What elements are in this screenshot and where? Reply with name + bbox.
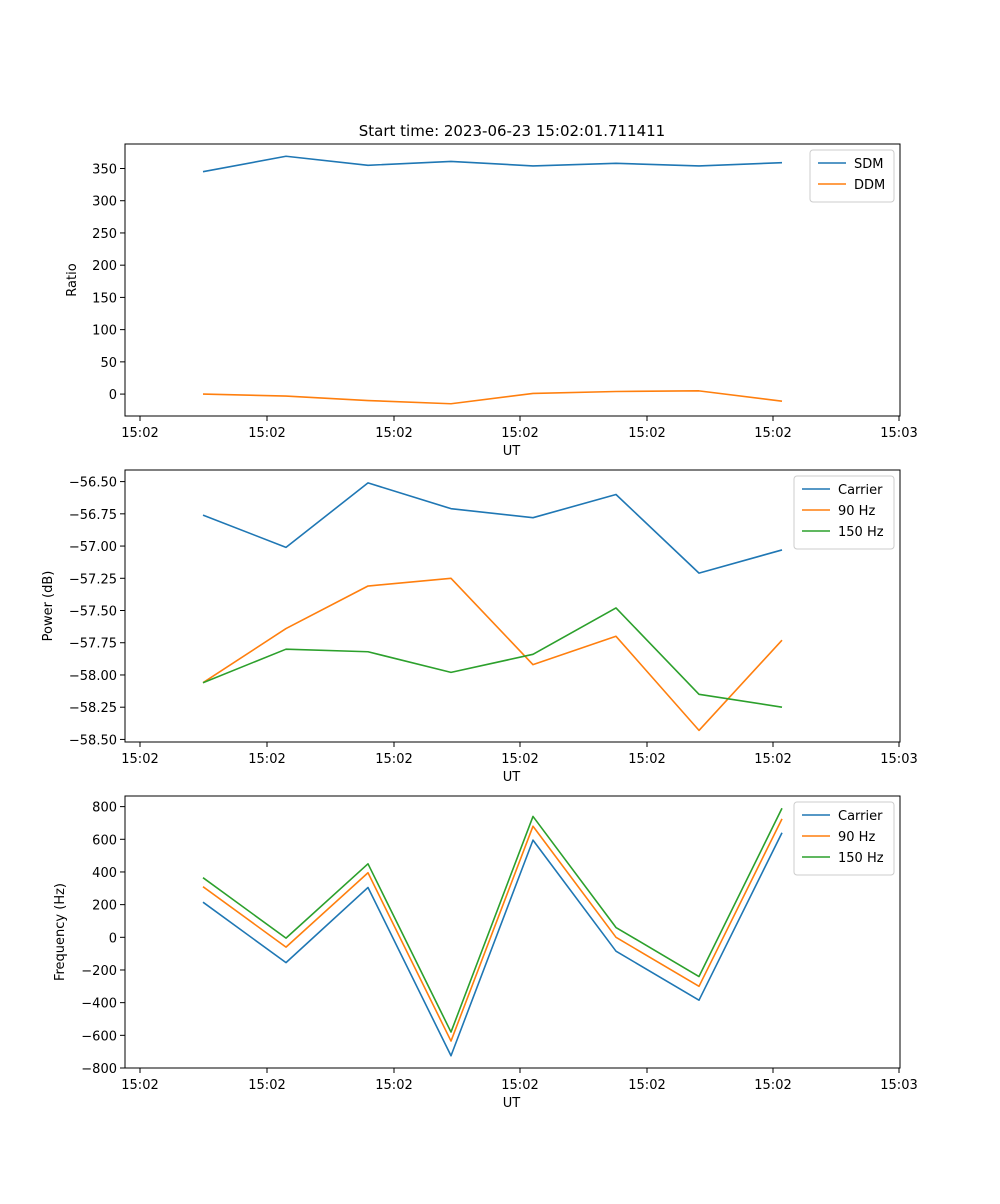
x-tick-label: 15:02 [754,1078,791,1093]
y-axis-label: Power (dB) [41,571,56,642]
chart-title: Start time: 2023-06-23 15:02:01.711411 [359,122,665,140]
x-tick-label: 15:02 [754,752,791,767]
y-tick-label: −57.50 [69,605,117,620]
y-tick-label: 0 [109,388,117,403]
legend-entry: 90 Hz [838,504,875,519]
y-tick-label: 200 [92,899,117,914]
series-line-ddm [202,390,783,405]
x-tick-label: 15:02 [121,752,158,767]
y-tick-label: 400 [92,866,117,881]
legend: SDM DDM [809,149,895,203]
chart-panels: 15:02 15:02 15:02 15:02 15:02 15:02 15:03 0 50 10… [41,143,918,1111]
y-tick-label: −400 [81,997,117,1012]
x-tick-label: 15:02 [375,752,412,767]
legend-entry: SDM [854,157,883,172]
plot-frame [124,143,901,417]
y-axis-label: Ratio [65,263,80,296]
series-line-carrier [202,832,783,1057]
legend-entry: 150 Hz [838,525,884,540]
x-tick-label: 15:02 [375,426,412,441]
y-tick-label: 200 [92,259,117,274]
legend: Carrier 90 Hz 150 Hz [793,801,895,876]
series-line-carrier [202,482,783,574]
y-tick-label: −600 [81,1029,117,1044]
legend-entry: 150 Hz [838,851,884,866]
series-line-sdm [202,155,783,173]
chart-panel-3: 15:02 15:02 15:02 15:02 15:02 15:02 15:03 −800 −… [53,795,918,1111]
y-tick-label: −58.50 [69,733,117,748]
x-tick-label: 15:02 [628,752,665,767]
y-axis-label: Frequency (Hz) [53,883,68,981]
x-tick-label: 15:02 [121,1078,158,1093]
x-tick-label: 15:02 [501,426,538,441]
y-tick-label: 800 [92,801,117,816]
legend: Carrier 90 Hz 150 Hz [793,475,895,550]
x-tick-label: 15:02 [754,426,791,441]
plot-frame [124,469,901,743]
y-tick-label: −56.75 [69,508,117,523]
legend-entry: Carrier [838,483,883,498]
legend-entry: 90 Hz [838,830,875,845]
y-tick-label: 50 [100,356,117,371]
series-line-90-hz [202,818,783,1042]
y-tick-label: −58.25 [69,701,117,716]
x-tick-label: 15:02 [501,1078,538,1093]
x-tick-label: 15:03 [880,752,917,767]
y-tick-label: −800 [81,1062,117,1077]
y-tick-label: −57.00 [69,540,117,555]
y-tick-label: −56.50 [69,476,117,491]
x-tick-label: 15:02 [501,752,538,767]
legend-entry: DDM [854,178,885,193]
plot-frame [124,795,901,1069]
y-tick-label: −57.75 [69,637,117,652]
x-tick-label: 15:02 [375,1078,412,1093]
y-tick-label: 350 [92,162,117,177]
y-tick-label: 300 [92,195,117,210]
y-tick-label: 250 [92,227,117,242]
series-line-90-hz [202,577,783,732]
y-tick-label: −200 [81,964,117,979]
y-tick-label: −58.00 [69,669,117,684]
x-tick-label: 15:02 [248,426,285,441]
y-tick-label: 0 [109,931,117,946]
series-line-150-hz [202,807,783,1033]
x-tick-label: 15:03 [880,426,917,441]
y-tick-label: 600 [92,833,117,848]
x-tick-label: 15:02 [248,752,285,767]
x-tick-label: 15:02 [628,426,665,441]
legend-entry: Carrier [838,809,883,824]
y-tick-label: 100 [92,324,117,339]
x-axis-label: UT [503,1096,521,1111]
series-line-150-hz [202,607,783,708]
x-tick-label: 15:02 [248,1078,285,1093]
chart-panel-2: 15:02 15:02 15:02 15:02 15:02 15:02 15:03 −58.5… [41,469,918,785]
x-tick-label: 15:03 [880,1078,917,1093]
y-tick-label: 150 [92,291,117,306]
x-axis-label: UT [503,444,521,459]
y-tick-label: −57.25 [69,572,117,587]
x-tick-label: 15:02 [121,426,158,441]
x-axis-label: UT [503,770,521,785]
x-tick-label: 15:02 [628,1078,665,1093]
chart-panel-1: 15:02 15:02 15:02 15:02 15:02 15:02 15:03 0 50 10… [65,143,918,459]
